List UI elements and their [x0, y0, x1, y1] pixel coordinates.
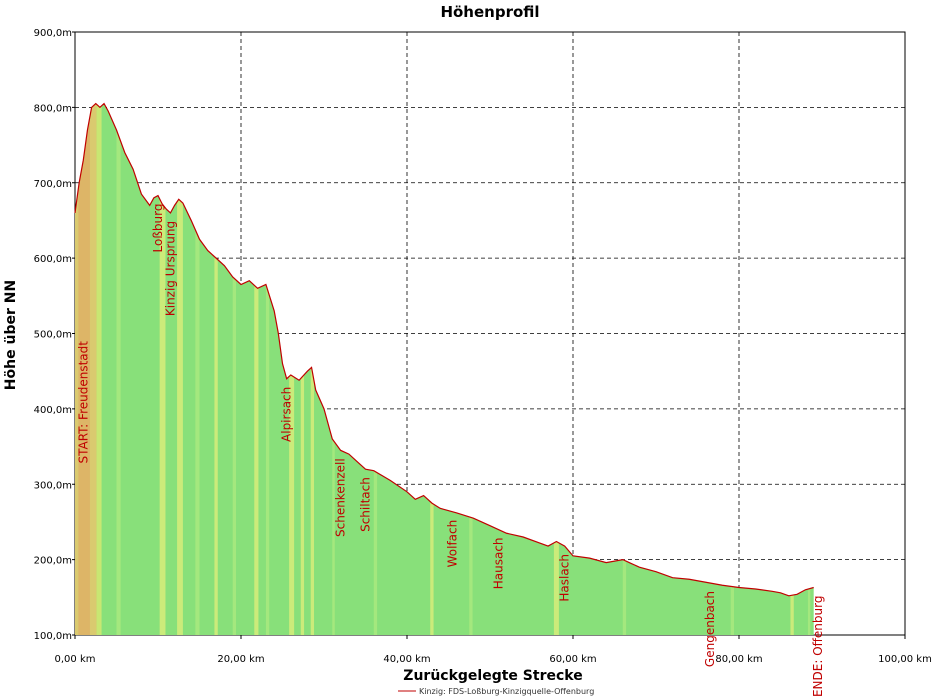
waypoint-label: START: Freudenstadt	[76, 341, 90, 464]
y-tick-label: 300,0m	[34, 480, 72, 491]
slope-stripe	[195, 103, 200, 635]
slope-stripe	[159, 103, 166, 635]
plot-area: 100,0m 200,0m 300,0m 400,0m 500,0m 600,0m 700,…	[34, 28, 932, 697]
slope-stripe	[254, 103, 259, 635]
x-tick-label: 100,00 km	[878, 654, 932, 665]
waypoint-label: Haslach	[558, 554, 572, 602]
slope-stripe	[116, 103, 121, 635]
y-tick-label: 700,0m	[34, 179, 72, 190]
waypoint-label: Kinzig Ursprung	[163, 221, 177, 316]
elevation-area	[75, 103, 814, 635]
waypoint-label: Schiltach	[359, 477, 373, 532]
y-tick-label: 500,0m	[34, 330, 72, 341]
slope-stripe	[96, 103, 102, 635]
y-tick-label: 800,0m	[34, 103, 72, 114]
elevation-line	[74, 102, 814, 597]
waypoint-label: Alpirsach	[280, 387, 294, 442]
x-tick-label: 40,00 km	[383, 654, 430, 665]
y-tick-label: 200,0m	[34, 556, 72, 567]
y-tick-label: 400,0m	[34, 405, 72, 416]
y-axis-label: Höhe über NN	[3, 280, 19, 390]
y-tick-label: 600,0m	[34, 254, 72, 265]
slope-stripe	[78, 103, 90, 635]
y-tick-label: 100,0m	[34, 631, 72, 642]
waypoint-label: Schenkenzell	[334, 458, 348, 537]
waypoint-label: Loßburg	[151, 204, 165, 253]
x-axis-label: Zurückgelegte Strecke	[403, 668, 582, 684]
y-tick-label: 900,0m	[34, 28, 72, 39]
waypoint-label: Hausach	[491, 537, 505, 589]
legend-entry: Kinzig: FDS-Loßburg-Kinzigquelle-Offenbu…	[419, 687, 594, 696]
x-tick-label: 60,00 km	[549, 654, 596, 665]
slope-stripe	[232, 103, 237, 635]
x-tick-label: 20,00 km	[217, 654, 264, 665]
chart-title: Höhenprofil	[440, 3, 539, 21]
waypoint-label: Gengenbach	[703, 591, 717, 667]
slope-stripe	[265, 103, 270, 635]
slope-stripe	[214, 103, 218, 635]
waypoint-label: ENDE: Offenburg	[811, 596, 825, 698]
x-tick-label: 0,00 km	[55, 654, 96, 665]
legend: Kinzig: FDS-Loßburg-Kinzigquelle-Offenbu…	[398, 687, 594, 696]
x-tick-label: 80,00 km	[715, 654, 762, 665]
slope-stripe	[177, 103, 183, 635]
waypoint-label: Wolfach	[446, 520, 460, 568]
